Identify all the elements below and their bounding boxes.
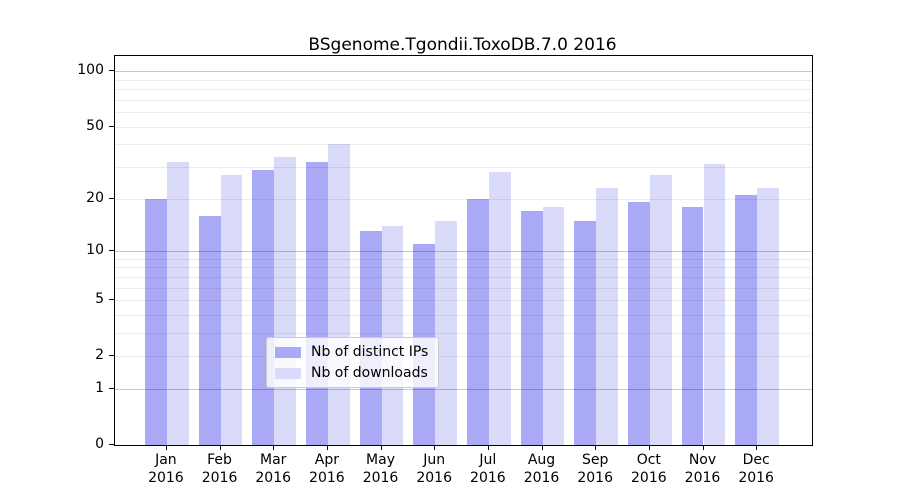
y-tick-mark-10 [109, 249, 114, 251]
y-tick-mark-20 [109, 197, 114, 199]
legend-entry-downloads: Nb of downloads [275, 365, 428, 381]
y-tick-label-50: 50 [86, 117, 104, 134]
x-tick-label-jun: Jun 2016 [416, 452, 452, 486]
x-tick-label-apr: Apr 2016 [309, 452, 345, 486]
x-tick-mark-jan [165, 445, 167, 450]
y-tick-label-10: 10 [86, 241, 104, 258]
x-tick-mark-oct [648, 445, 650, 450]
bar-downloads-oct [649, 175, 672, 445]
x-tick-label-mar: Mar 2016 [255, 452, 292, 486]
legend-swatch-distinct-ips-icon [275, 346, 301, 358]
x-tick-mark-jun [434, 445, 436, 450]
y-tick-label-2: 2 [95, 347, 104, 364]
x-tick-label-aug: Aug 2016 [523, 452, 560, 486]
y-tick-label-5: 5 [95, 291, 104, 308]
bar-ips-mar [252, 169, 275, 445]
x-tick-mark-jul [487, 445, 489, 450]
plot-area [114, 55, 813, 446]
chart-title: BSgenome.Tgondii.ToxoDB.7.0 2016 [308, 35, 617, 55]
legend-swatch-downloads-icon [275, 367, 301, 379]
bar-downloads-jul [488, 172, 511, 445]
bar-downloads-sep [596, 187, 618, 445]
legend-entry-distinct-ips: Nb of distinct IPs [275, 344, 428, 360]
bar-downloads-mar [274, 157, 297, 445]
y-tick-mark-1 [109, 388, 114, 390]
bar-downloads-nov [703, 164, 726, 445]
bar-downloads-may [381, 225, 404, 445]
bar-downloads-jun [435, 220, 457, 445]
x-tick-label-oct: Oct 2016 [631, 452, 667, 486]
x-tick-label-nov: Nov 2016 [684, 452, 721, 486]
legend-label-distinct-ips: Nb of distinct IPs [311, 344, 429, 360]
bar-ips-jul [467, 198, 489, 445]
bar-ips-nov [681, 206, 704, 445]
y-tick-label-100: 100 [77, 62, 104, 79]
y-tick-label-0: 0 [95, 436, 104, 453]
bar-downloads-feb [220, 175, 243, 445]
bar-downloads-apr [327, 144, 350, 445]
bars-layer [115, 56, 812, 445]
x-tick-mark-dec [756, 445, 758, 450]
x-tick-mark-mar [273, 445, 275, 450]
x-tick-label-jul: Jul 2016 [470, 452, 506, 486]
bar-ips-jan [145, 198, 167, 445]
bar-ips-sep [574, 220, 597, 445]
bar-ips-aug [520, 211, 543, 445]
y-tick-mark-2 [109, 355, 114, 357]
x-tick-label-jan: Jan 2016 [148, 452, 184, 486]
x-tick-label-sep: Sep 2016 [577, 452, 613, 486]
bar-ips-apr [306, 161, 328, 445]
x-tick-mark-nov [702, 445, 704, 450]
x-tick-label-dec: Dec 2016 [738, 452, 774, 486]
bar-ips-feb [198, 215, 221, 445]
bar-ips-dec [735, 194, 758, 445]
x-tick-label-feb: Feb 2016 [201, 452, 238, 486]
bar-downloads-dec [757, 187, 779, 445]
y-tick-label-1: 1 [95, 380, 104, 397]
y-tick-label-20: 20 [86, 189, 104, 206]
bar-ips-oct [628, 202, 650, 445]
y-tick-mark-5 [109, 299, 114, 301]
y-tick-mark-50 [109, 125, 114, 127]
y-tick-mark-0 [109, 444, 114, 446]
bar-downloads-jan [166, 161, 189, 445]
legend-label-downloads: Nb of downloads [311, 365, 428, 381]
x-tick-mark-sep [595, 445, 597, 450]
x-tick-mark-may [380, 445, 382, 450]
x-tick-mark-apr [326, 445, 328, 450]
x-tick-mark-feb [219, 445, 221, 450]
y-tick-mark-100 [109, 70, 114, 72]
legend: Nb of distinct IPs Nb of downloads [266, 337, 440, 388]
x-tick-label-may: May 2016 [362, 452, 399, 486]
bar-downloads-aug [542, 206, 565, 445]
x-tick-mark-aug [541, 445, 543, 450]
